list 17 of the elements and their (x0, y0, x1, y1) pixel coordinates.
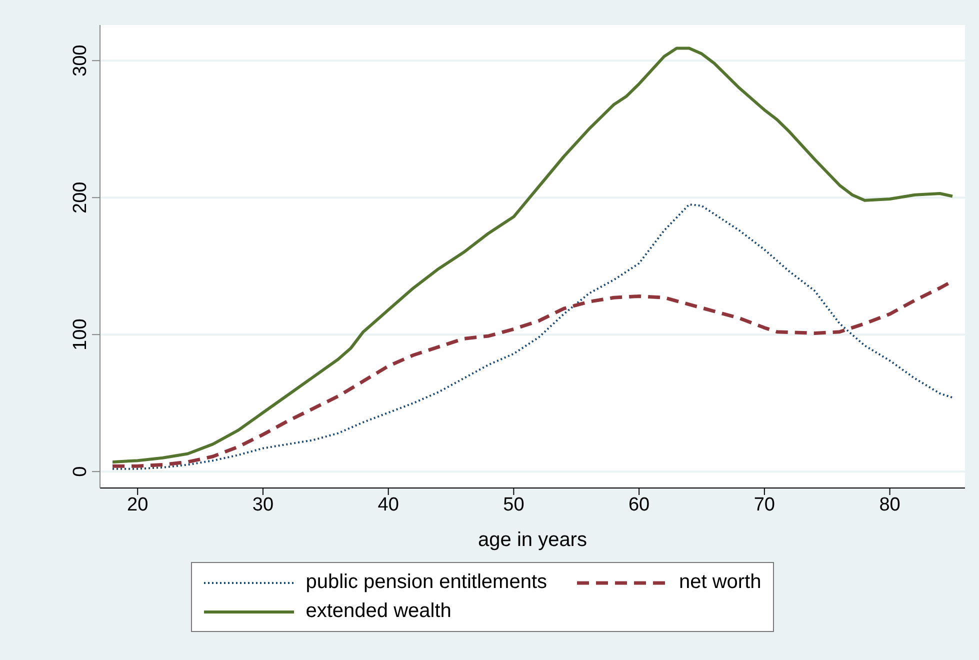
x-tick-label: 30 (252, 494, 274, 516)
legend-label: public pension entitlements (306, 571, 547, 594)
x-tick-label: 60 (628, 494, 650, 516)
x-tick-label: 70 (754, 494, 775, 516)
x-tick-label: 20 (127, 494, 148, 516)
y-tick-label: 100 (70, 318, 91, 350)
line-series (111, 46, 954, 464)
x-axis-title: age in years (478, 529, 587, 551)
legend-label: extended wealth (306, 600, 452, 623)
line-series (112, 203, 954, 470)
legend-label: net worth (679, 571, 762, 594)
y-tick-label: 300 (70, 44, 91, 76)
x-tick-label: 80 (879, 494, 900, 516)
y-tick-label: 0 (70, 466, 91, 477)
x-tick-label: 40 (378, 494, 399, 516)
x-tick-label: 50 (503, 494, 524, 516)
y-tick-label: 200 (70, 182, 91, 214)
